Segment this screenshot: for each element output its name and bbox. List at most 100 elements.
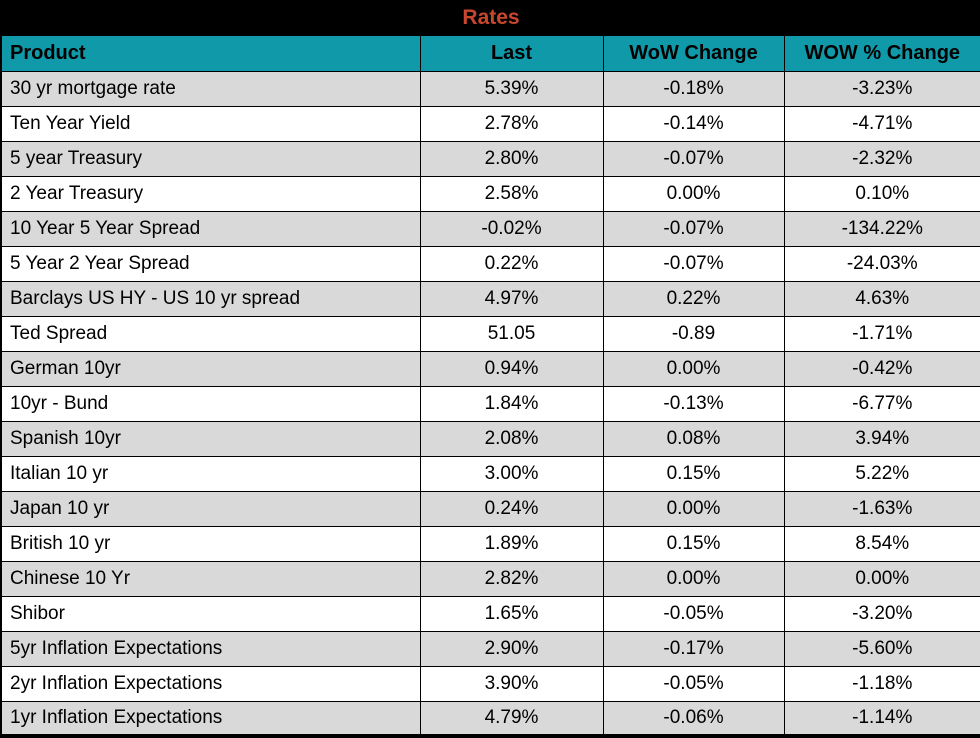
wow-change-cell: -0.17% bbox=[602, 630, 785, 667]
last-cell: 1.65% bbox=[419, 595, 604, 632]
wow-change-cell: -0.07% bbox=[602, 245, 785, 282]
last-cell: 4.97% bbox=[419, 280, 604, 317]
last-cell: 5.39% bbox=[419, 70, 604, 107]
product-cell: Barclays US HY - US 10 yr spread bbox=[0, 280, 421, 317]
wow-pct-change-cell: -0.42% bbox=[783, 350, 980, 387]
product-cell: British 10 yr bbox=[0, 525, 421, 562]
wow-pct-change-cell: -24.03% bbox=[783, 245, 980, 282]
column-header-wow-pct-change: WOW % Change bbox=[783, 34, 980, 72]
wow-pct-change-cell: -1.71% bbox=[783, 315, 980, 352]
wow-pct-change-cell: -6.77% bbox=[783, 385, 980, 422]
wow-pct-change-cell: 5.22% bbox=[783, 455, 980, 492]
product-cell: 1yr Inflation Expectations bbox=[0, 700, 421, 737]
table-row: Italian 10 yr 3.00% 0.15% 5.22% bbox=[0, 455, 980, 492]
product-cell: Chinese 10 Yr bbox=[0, 560, 421, 597]
wow-change-cell: -0.06% bbox=[602, 700, 785, 737]
table-row: German 10yr 0.94% 0.00% -0.42% bbox=[0, 350, 980, 387]
last-cell: 0.24% bbox=[419, 490, 604, 527]
wow-pct-change-cell: -134.22% bbox=[783, 210, 980, 247]
last-cell: 0.94% bbox=[419, 350, 604, 387]
wow-pct-change-cell: -4.71% bbox=[783, 105, 980, 142]
product-cell: Japan 10 yr bbox=[0, 490, 421, 527]
wow-change-cell: -0.07% bbox=[602, 140, 785, 177]
last-cell: 2.80% bbox=[419, 140, 604, 177]
product-cell: 10 Year 5 Year Spread bbox=[0, 210, 421, 247]
table-row: 1yr Inflation Expectations 4.79% -0.06% … bbox=[0, 700, 980, 737]
rates-table-body: 30 yr mortgage rate 5.39% -0.18% -3.23% … bbox=[0, 70, 980, 737]
last-cell: 2.90% bbox=[419, 630, 604, 667]
column-header-product: Product bbox=[0, 34, 421, 72]
wow-change-cell: 0.00% bbox=[602, 560, 785, 597]
wow-change-cell: 0.15% bbox=[602, 525, 785, 562]
last-cell: 2.58% bbox=[419, 175, 604, 212]
table-header-row: Product Last WoW Change WOW % Change bbox=[0, 34, 980, 72]
wow-pct-change-cell: 4.63% bbox=[783, 280, 980, 317]
table-row: 5 Year 2 Year Spread 0.22% -0.07% -24.03… bbox=[0, 245, 980, 282]
wow-pct-change-cell: 0.10% bbox=[783, 175, 980, 212]
wow-change-cell: -0.05% bbox=[602, 665, 785, 702]
last-cell: 4.79% bbox=[419, 700, 604, 737]
product-cell: Ten Year Yield bbox=[0, 105, 421, 142]
table-row: 10yr - Bund 1.84% -0.13% -6.77% bbox=[0, 385, 980, 422]
table-row: Ted Spread 51.05 -0.89 -1.71% bbox=[0, 315, 980, 352]
wow-change-cell: 0.08% bbox=[602, 420, 785, 457]
last-cell: 1.89% bbox=[419, 525, 604, 562]
last-cell: 51.05 bbox=[419, 315, 604, 352]
wow-change-cell: -0.13% bbox=[602, 385, 785, 422]
wow-pct-change-cell: -1.14% bbox=[783, 700, 980, 737]
wow-pct-change-cell: 3.94% bbox=[783, 420, 980, 457]
product-cell: 10yr - Bund bbox=[0, 385, 421, 422]
table-row: 5yr Inflation Expectations 2.90% -0.17% … bbox=[0, 630, 980, 667]
wow-change-cell: -0.07% bbox=[602, 210, 785, 247]
last-cell: 2.82% bbox=[419, 560, 604, 597]
product-cell: Italian 10 yr bbox=[0, 455, 421, 492]
product-cell: Shibor bbox=[0, 595, 421, 632]
table-title-row: Rates bbox=[1, 1, 980, 35]
last-cell: -0.02% bbox=[419, 210, 604, 247]
last-cell: 3.90% bbox=[419, 665, 604, 702]
wow-pct-change-cell: -5.60% bbox=[783, 630, 980, 667]
product-cell: 5 year Treasury bbox=[0, 140, 421, 177]
wow-change-cell: -0.18% bbox=[602, 70, 785, 107]
wow-change-cell: -0.89 bbox=[602, 315, 785, 352]
table-row: 5 year Treasury 2.80% -0.07% -2.32% bbox=[0, 140, 980, 177]
table-title: Rates bbox=[1, 1, 980, 35]
product-cell: Spanish 10yr bbox=[0, 420, 421, 457]
last-cell: 3.00% bbox=[419, 455, 604, 492]
column-header-last: Last bbox=[419, 34, 604, 72]
product-cell: 2 Year Treasury bbox=[0, 175, 421, 212]
wow-change-cell: 0.00% bbox=[602, 350, 785, 387]
wow-pct-change-cell: -3.23% bbox=[783, 70, 980, 107]
last-cell: 0.22% bbox=[419, 245, 604, 282]
wow-change-cell: 0.00% bbox=[602, 490, 785, 527]
wow-change-cell: 0.15% bbox=[602, 455, 785, 492]
table-row: Chinese 10 Yr 2.82% 0.00% 0.00% bbox=[0, 560, 980, 597]
product-cell: 2yr Inflation Expectations bbox=[0, 665, 421, 702]
product-cell: Ted Spread bbox=[0, 315, 421, 352]
product-cell: 5yr Inflation Expectations bbox=[0, 630, 421, 667]
wow-change-cell: 0.22% bbox=[602, 280, 785, 317]
wow-pct-change-cell: -2.32% bbox=[783, 140, 980, 177]
table-row: 2 Year Treasury 2.58% 0.00% 0.10% bbox=[0, 175, 980, 212]
table-row: 30 yr mortgage rate 5.39% -0.18% -3.23% bbox=[0, 70, 980, 107]
last-cell: 2.78% bbox=[419, 105, 604, 142]
product-cell: German 10yr bbox=[0, 350, 421, 387]
last-cell: 1.84% bbox=[419, 385, 604, 422]
table-row: Shibor 1.65% -0.05% -3.20% bbox=[0, 595, 980, 632]
last-cell: 2.08% bbox=[419, 420, 604, 457]
wow-pct-change-cell: -1.18% bbox=[783, 665, 980, 702]
wow-pct-change-cell: -1.63% bbox=[783, 490, 980, 527]
wow-pct-change-cell: 0.00% bbox=[783, 560, 980, 597]
table-row: British 10 yr 1.89% 0.15% 8.54% bbox=[0, 525, 980, 562]
wow-pct-change-cell: -3.20% bbox=[783, 595, 980, 632]
product-cell: 30 yr mortgage rate bbox=[0, 70, 421, 107]
wow-change-cell: 0.00% bbox=[602, 175, 785, 212]
wow-change-cell: -0.05% bbox=[602, 595, 785, 632]
table-row: Spanish 10yr 2.08% 0.08% 3.94% bbox=[0, 420, 980, 457]
table-row: Japan 10 yr 0.24% 0.00% -1.63% bbox=[0, 490, 980, 527]
table-row: Barclays US HY - US 10 yr spread 4.97% 0… bbox=[0, 280, 980, 317]
table-row: 2yr Inflation Expectations 3.90% -0.05% … bbox=[0, 665, 980, 702]
table-row: 10 Year 5 Year Spread -0.02% -0.07% -134… bbox=[0, 210, 980, 247]
table-row: Ten Year Yield 2.78% -0.14% -4.71% bbox=[0, 105, 980, 142]
